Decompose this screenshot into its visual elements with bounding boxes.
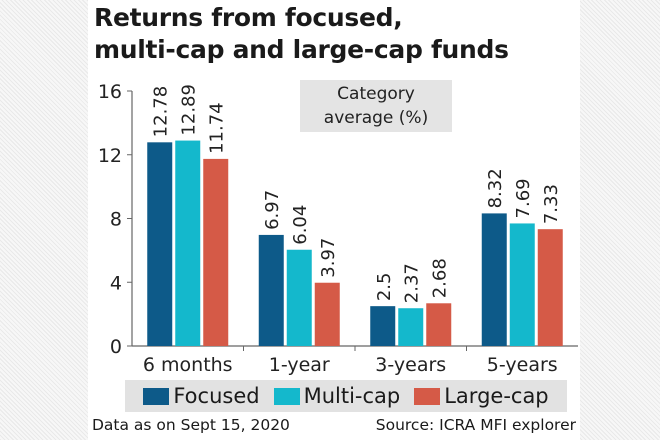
data-label: 11.74 bbox=[207, 102, 228, 154]
bar-multi-cap bbox=[509, 223, 535, 346]
bar-large-cap bbox=[203, 158, 229, 346]
data-label: 12.78 bbox=[151, 86, 172, 138]
y-tick-label: 16 bbox=[98, 81, 122, 103]
bar-large-cap bbox=[537, 229, 563, 346]
data-label: 2.37 bbox=[402, 263, 423, 303]
legend-item-focused: Focused bbox=[143, 384, 260, 408]
chart-title: Returns from focused, multi-cap and larg… bbox=[94, 2, 509, 66]
data-label: 7.69 bbox=[513, 178, 534, 218]
bar-large-cap bbox=[314, 282, 340, 346]
data-date-note: Data as on Sept 15, 2020 bbox=[92, 416, 290, 434]
legend-swatch bbox=[273, 387, 300, 405]
plot-area: 0 4 8 12 16 6 months 12.78 12.89 11.74 1-year 6.97… bbox=[98, 81, 578, 376]
bar-focused bbox=[481, 213, 507, 346]
bar-focused bbox=[147, 142, 173, 346]
note-line-2: average (%) bbox=[323, 108, 429, 128]
bar-focused bbox=[370, 306, 396, 346]
bar-multi-cap bbox=[175, 140, 201, 346]
y-tick-label: 4 bbox=[110, 272, 122, 294]
data-label: 3.97 bbox=[318, 238, 339, 278]
y-tick-label: 0 bbox=[110, 336, 122, 358]
data-label: 6.97 bbox=[262, 190, 283, 230]
legend-swatch bbox=[414, 387, 441, 405]
chart-card: Returns from focused, multi-cap and larg… bbox=[88, 0, 580, 440]
x-tick-label: 5-years bbox=[487, 354, 558, 376]
x-tick-label: 3-years bbox=[375, 354, 446, 376]
x-tick-label: 6 months bbox=[143, 354, 233, 376]
legend-item-large-cap: Large-cap bbox=[414, 384, 549, 408]
category-average-note: Category average (%) bbox=[300, 80, 452, 132]
legend-item-multi-cap: Multi-cap bbox=[273, 384, 401, 408]
legend-label: Focused bbox=[173, 384, 260, 408]
legend: Focused Multi-cap Large-cap bbox=[125, 380, 567, 412]
footer: Data as on Sept 15, 2020 Source: ICRA MF… bbox=[92, 416, 576, 434]
x-tick-label: 1-year bbox=[269, 354, 330, 376]
title-line-1: Returns from focused, bbox=[94, 3, 403, 32]
bar-large-cap bbox=[426, 303, 452, 346]
data-label: 6.04 bbox=[290, 205, 311, 245]
bar-multi-cap bbox=[398, 308, 424, 346]
bar-multi-cap bbox=[286, 249, 312, 346]
data-label: 2.68 bbox=[430, 258, 451, 298]
y-tick-label: 8 bbox=[110, 209, 122, 231]
data-label: 7.33 bbox=[541, 184, 562, 224]
legend-swatch bbox=[143, 387, 170, 405]
title-line-2: multi-cap and large-cap funds bbox=[94, 35, 509, 64]
data-label: 12.89 bbox=[179, 84, 200, 136]
data-label: 8.32 bbox=[485, 168, 506, 208]
note-line-1: Category bbox=[337, 84, 415, 104]
data-label: 2.5 bbox=[374, 273, 395, 302]
bar-focused bbox=[258, 234, 284, 346]
legend-label: Multi-cap bbox=[303, 384, 401, 408]
source-note: Source: ICRA MFI explorer bbox=[375, 416, 576, 434]
y-tick-label: 12 bbox=[98, 145, 122, 167]
legend-label: Large-cap bbox=[444, 384, 549, 408]
